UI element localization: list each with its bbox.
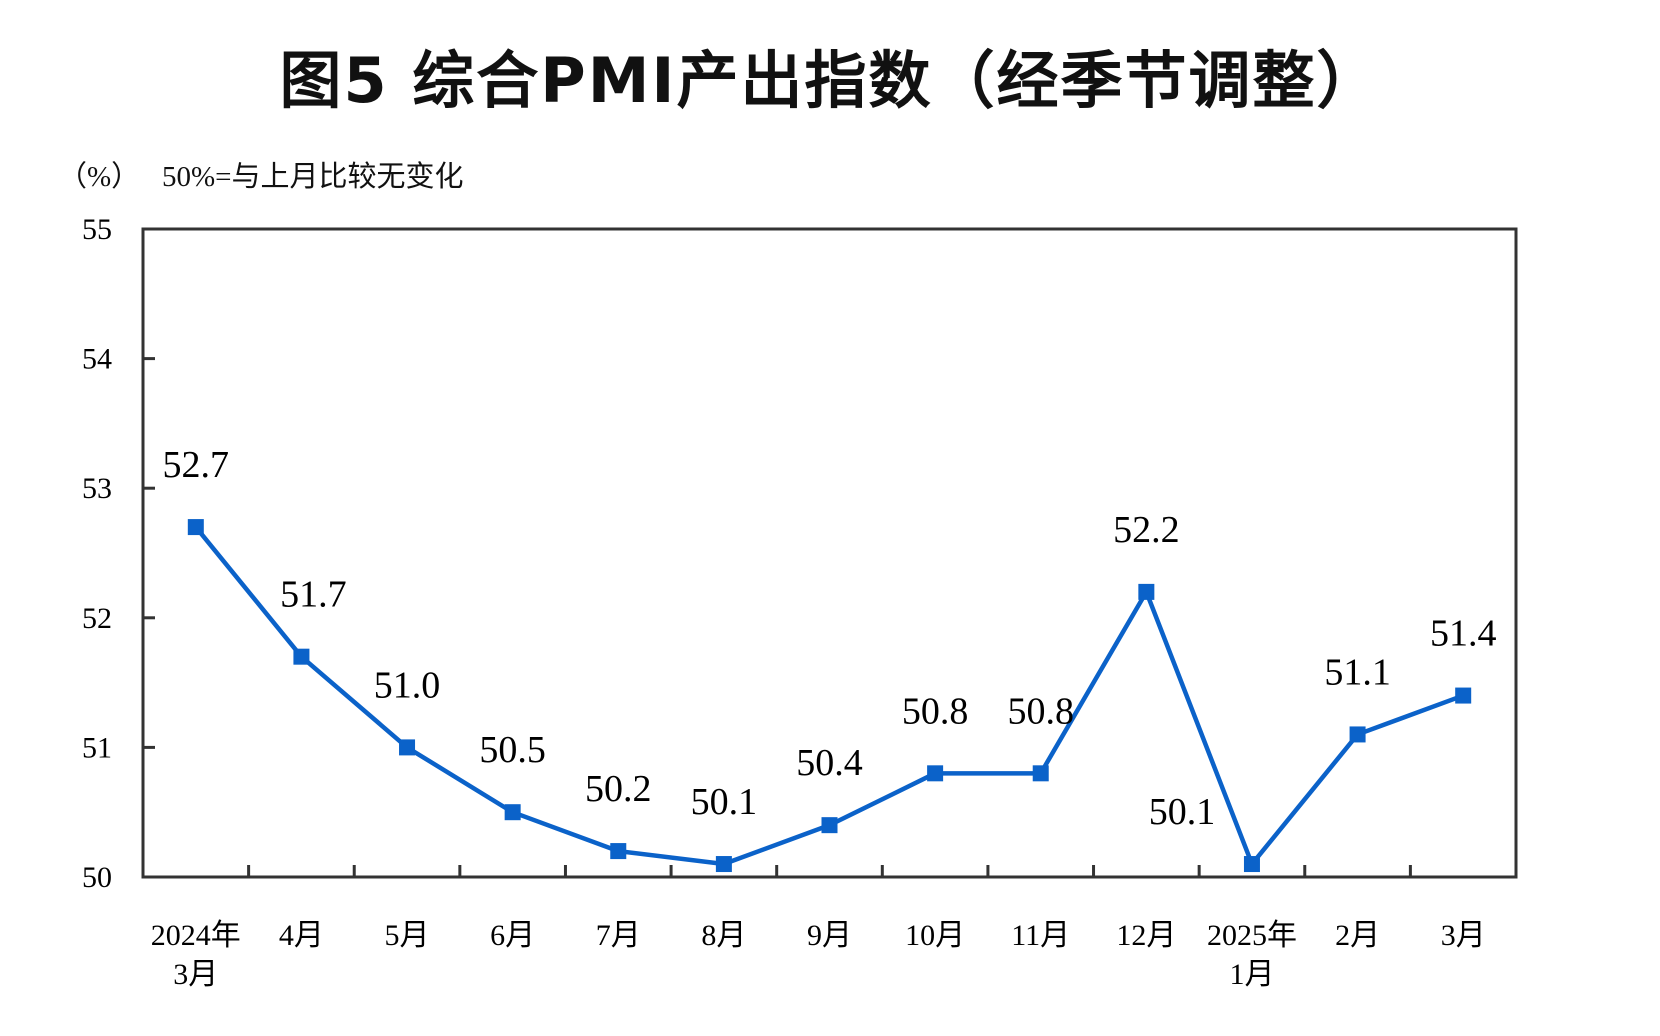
data-point-marker bbox=[821, 817, 838, 834]
data-point-marker bbox=[1349, 726, 1366, 743]
data-point-marker bbox=[1032, 765, 1049, 782]
data-label: 50.4 bbox=[796, 742, 863, 784]
x-tick-label: 9月 bbox=[807, 919, 852, 952]
x-tick-label: 7月 bbox=[596, 919, 641, 952]
chart-title: 图5 综合PMI产出指数（经季节调整） bbox=[279, 44, 1381, 117]
x-tick-label: 4月 bbox=[279, 919, 324, 952]
y-tick-label: 54 bbox=[82, 343, 112, 376]
x-tick-label: 6月 bbox=[490, 919, 535, 952]
x-tick-label: 3月 bbox=[1441, 919, 1486, 952]
data-label: 52.2 bbox=[1113, 509, 1180, 551]
x-tick-label: 1月 bbox=[1229, 958, 1274, 991]
data-point-marker bbox=[715, 856, 732, 873]
data-point-marker bbox=[504, 804, 521, 821]
data-label: 50.5 bbox=[479, 729, 546, 771]
y-tick-label: 50 bbox=[82, 861, 112, 894]
y-tick-label: 52 bbox=[82, 602, 112, 635]
x-tick-label: 8月 bbox=[701, 919, 746, 952]
data-label: 50.1 bbox=[1149, 791, 1216, 833]
x-tick-label: 2024年 bbox=[151, 919, 241, 952]
y-tick-label: 53 bbox=[82, 472, 112, 505]
data-label: 50.1 bbox=[691, 781, 758, 823]
data-point-marker bbox=[1243, 856, 1260, 873]
data-label: 51.4 bbox=[1430, 613, 1497, 655]
x-tick-label: 3月 bbox=[173, 958, 218, 991]
x-tick-label: 10月 bbox=[905, 919, 965, 952]
data-point-marker bbox=[610, 843, 627, 860]
data-label: 50.8 bbox=[902, 690, 969, 732]
x-tick-label: 12月 bbox=[1116, 919, 1176, 952]
y-tick-label: 51 bbox=[82, 731, 112, 764]
chart-annotation: 50%=与上月比较无变化 bbox=[162, 161, 464, 193]
x-tick-label: 2月 bbox=[1335, 919, 1380, 952]
data-point-marker bbox=[1138, 583, 1155, 600]
data-label: 50.2 bbox=[585, 768, 652, 810]
data-point-marker bbox=[1455, 687, 1472, 704]
y-tick-label: 55 bbox=[82, 213, 112, 246]
data-label: 50.8 bbox=[1007, 690, 1074, 732]
data-label: 51.7 bbox=[280, 574, 347, 616]
y-axis-unit: （%） bbox=[58, 161, 141, 193]
x-tick-label: 2025年 bbox=[1207, 919, 1297, 952]
data-label: 51.0 bbox=[374, 664, 441, 706]
x-tick-label: 5月 bbox=[385, 919, 430, 952]
data-point-marker bbox=[927, 765, 944, 782]
data-point-marker bbox=[399, 739, 416, 756]
data-label: 51.1 bbox=[1324, 651, 1391, 693]
data-point-marker bbox=[293, 648, 310, 665]
plot-frame bbox=[141, 227, 1518, 879]
data-label: 52.7 bbox=[163, 444, 230, 486]
data-point-marker bbox=[187, 519, 204, 536]
x-tick-label: 11月 bbox=[1011, 919, 1070, 952]
